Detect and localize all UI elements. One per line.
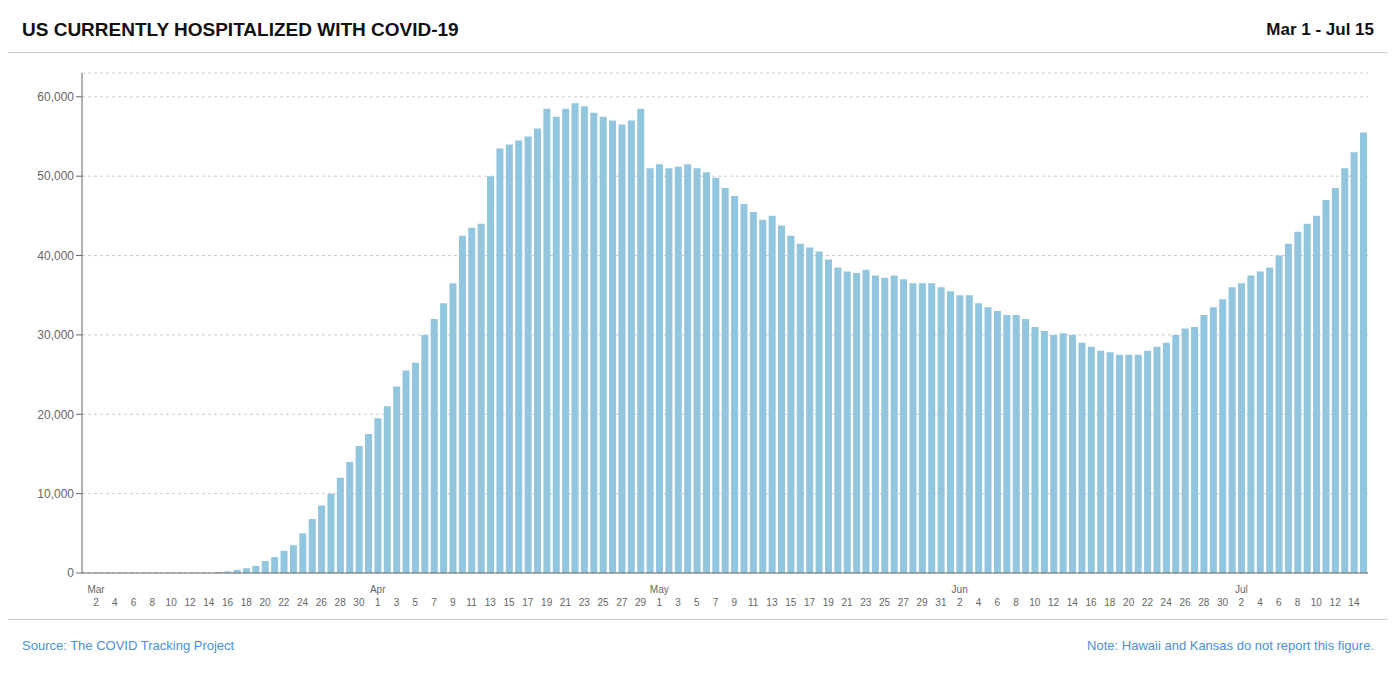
svg-text:15: 15 xyxy=(785,597,797,608)
svg-text:2: 2 xyxy=(1238,597,1244,608)
svg-text:4: 4 xyxy=(112,597,118,608)
svg-text:30: 30 xyxy=(1217,597,1229,608)
html-text:US CURRENTLY HOSPITALIZED WITH: US CURRENTLY HOSPITALIZED WITH COVID-19 xyxy=(22,19,459,40)
svg-text:25: 25 xyxy=(879,597,891,608)
svg-text:14: 14 xyxy=(1348,597,1360,608)
svg-text:21: 21 xyxy=(560,597,572,608)
html-text:Note: Hawaii and Kansas do not: Note: Hawaii and Kansas do not report th… xyxy=(1087,637,1374,653)
svg-text:23: 23 xyxy=(860,597,872,608)
svg-text:7: 7 xyxy=(713,597,719,608)
svg-text:29: 29 xyxy=(635,597,647,608)
svg-text:28: 28 xyxy=(335,597,347,608)
svg-text:18: 18 xyxy=(241,597,253,608)
svg-text:50,000: 50,000 xyxy=(37,169,74,183)
svg-text:29: 29 xyxy=(917,597,929,608)
svg-text:26: 26 xyxy=(1179,597,1191,608)
svg-text:16: 16 xyxy=(222,597,234,608)
svg-text:30: 30 xyxy=(353,597,365,608)
svg-text:20: 20 xyxy=(259,597,271,608)
svg-text:10: 10 xyxy=(166,597,178,608)
svg-text:20: 20 xyxy=(1123,597,1135,608)
svg-text:11: 11 xyxy=(466,597,477,608)
svg-text:20,000: 20,000 xyxy=(37,408,74,422)
svg-text:26: 26 xyxy=(316,597,328,608)
svg-text:30,000: 30,000 xyxy=(37,328,74,342)
svg-text:31: 31 xyxy=(935,597,947,608)
svg-text:40,000: 40,000 xyxy=(37,249,74,263)
svg-text:17: 17 xyxy=(804,597,816,608)
svg-text:10: 10 xyxy=(1311,597,1323,608)
svg-text:24: 24 xyxy=(1161,597,1173,608)
svg-text:8: 8 xyxy=(1013,597,1019,608)
svg-text:25: 25 xyxy=(597,597,609,608)
svg-text:1: 1 xyxy=(375,597,381,608)
svg-text:22: 22 xyxy=(1142,597,1154,608)
svg-text:11: 11 xyxy=(748,597,759,608)
svg-text:6: 6 xyxy=(131,597,137,608)
svg-text:22: 22 xyxy=(278,597,290,608)
svg-text:19: 19 xyxy=(823,597,835,608)
svg-text:28: 28 xyxy=(1198,597,1210,608)
svg-text:1: 1 xyxy=(657,597,663,608)
svg-text:0: 0 xyxy=(67,566,74,580)
svg-text:27: 27 xyxy=(616,597,628,608)
svg-text:14: 14 xyxy=(203,597,215,608)
svg-text:6: 6 xyxy=(1276,597,1282,608)
svg-text:7: 7 xyxy=(431,597,437,608)
svg-text:27: 27 xyxy=(898,597,910,608)
svg-text:9: 9 xyxy=(732,597,738,608)
svg-text:May: May xyxy=(650,584,669,595)
svg-text:5: 5 xyxy=(694,597,700,608)
svg-text:3: 3 xyxy=(675,597,681,608)
svg-text:6: 6 xyxy=(994,597,1000,608)
svg-text:4: 4 xyxy=(1257,597,1263,608)
svg-text:16: 16 xyxy=(1086,597,1098,608)
svg-text:13: 13 xyxy=(766,597,778,608)
svg-text:5: 5 xyxy=(412,597,418,608)
svg-text:17: 17 xyxy=(522,597,534,608)
svg-text:12: 12 xyxy=(1330,597,1342,608)
svg-text:3: 3 xyxy=(394,597,400,608)
svg-text:8: 8 xyxy=(1295,597,1301,608)
svg-text:Mar: Mar xyxy=(87,584,105,595)
svg-text:8: 8 xyxy=(150,597,156,608)
svg-text:13: 13 xyxy=(485,597,497,608)
svg-text:14: 14 xyxy=(1067,597,1079,608)
svg-text:15: 15 xyxy=(504,597,516,608)
svg-text:Jun: Jun xyxy=(952,584,968,595)
svg-text:19: 19 xyxy=(541,597,553,608)
svg-text:Jul: Jul xyxy=(1235,584,1248,595)
svg-text:4: 4 xyxy=(976,597,982,608)
svg-text:10,000: 10,000 xyxy=(37,487,74,501)
svg-text:Apr: Apr xyxy=(370,584,386,595)
svg-text:10: 10 xyxy=(1029,597,1041,608)
html-text:Mar 1 - Jul 15: Mar 1 - Jul 15 xyxy=(1266,20,1374,39)
svg-text:2: 2 xyxy=(93,597,99,608)
html-text:Source: The COVID Tracking Pro: Source: The COVID Tracking Project xyxy=(22,637,235,653)
svg-text:12: 12 xyxy=(1048,597,1060,608)
svg-text:21: 21 xyxy=(841,597,853,608)
svg-text:24: 24 xyxy=(297,597,309,608)
svg-text:23: 23 xyxy=(579,597,591,608)
svg-text:9: 9 xyxy=(450,597,456,608)
svg-text:2: 2 xyxy=(957,597,963,608)
svg-text:60,000: 60,000 xyxy=(37,90,74,104)
svg-text:12: 12 xyxy=(184,597,196,608)
svg-text:18: 18 xyxy=(1104,597,1116,608)
